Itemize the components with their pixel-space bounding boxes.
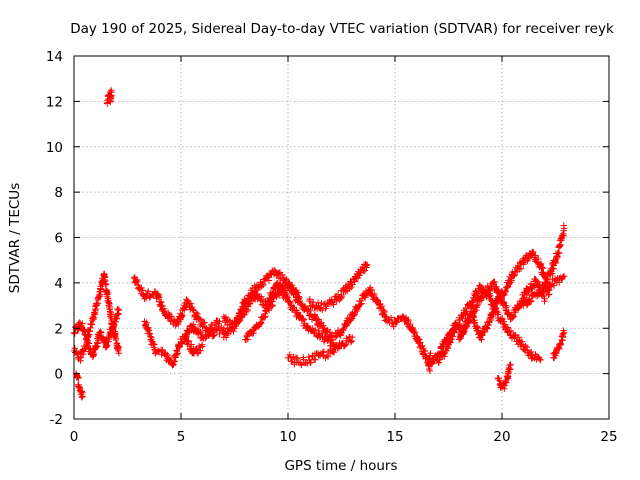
chart-title: Day 190 of 2025, Sidereal Day-to-day VTE…	[70, 21, 614, 37]
series-trace-l	[306, 261, 371, 314]
series-trace-q	[494, 361, 514, 392]
series-markers-trace-s	[550, 327, 568, 362]
y-tick-label: 8	[54, 185, 63, 201]
y-tick-label: 10	[46, 140, 63, 156]
series-trace-d	[104, 87, 115, 107]
y-tick-label: 12	[46, 94, 63, 110]
y-tick-label: 2	[54, 321, 63, 337]
series-trace-f	[141, 318, 227, 369]
series-markers-trace-m	[331, 284, 433, 370]
y-tick-label: 14	[46, 49, 63, 65]
series-markers-trace-t	[520, 272, 568, 309]
series-markers-trace-l	[306, 261, 371, 314]
y-tick-label: -2	[50, 412, 63, 428]
series-markers-trace-q	[494, 361, 514, 392]
grid-lines	[74, 56, 609, 419]
x-tick-label: 20	[493, 429, 510, 445]
x-tick-label: 10	[279, 429, 296, 445]
series-markers-trace-k	[284, 333, 356, 369]
series-markers-trace-d	[104, 87, 115, 107]
axis-ticks: 0 5 10 15 20 25 -2 0 2 4 6 8 10 12 14	[46, 49, 618, 445]
series-trace-m	[331, 284, 433, 370]
series-trace-s	[550, 327, 568, 362]
series-trace-t	[520, 272, 568, 309]
series-markers-trace-f	[141, 318, 227, 369]
series-markers-trace-p	[456, 275, 548, 343]
x-tick-label: 0	[70, 429, 79, 445]
series-trace-k	[284, 333, 356, 369]
x-axis-label: GPS time / hours	[284, 458, 397, 474]
series-trace-p	[456, 275, 548, 343]
series-markers-trace-g	[182, 332, 206, 357]
x-tick-label: 15	[386, 429, 403, 445]
series-trace-e	[130, 274, 223, 336]
series-trace-g	[182, 332, 206, 357]
series-markers-trace-j	[242, 279, 302, 343]
y-tick-label: 4	[54, 276, 63, 292]
y-axis-label: SDTVAR / TECUs	[7, 183, 23, 293]
y-tick-label: 0	[54, 367, 63, 383]
y-tick-label: 6	[54, 231, 63, 247]
x-tick-label: 25	[600, 429, 617, 445]
series-trace-j	[242, 279, 302, 343]
series-markers-trace-e	[130, 274, 223, 336]
x-tick-label: 5	[177, 429, 186, 445]
